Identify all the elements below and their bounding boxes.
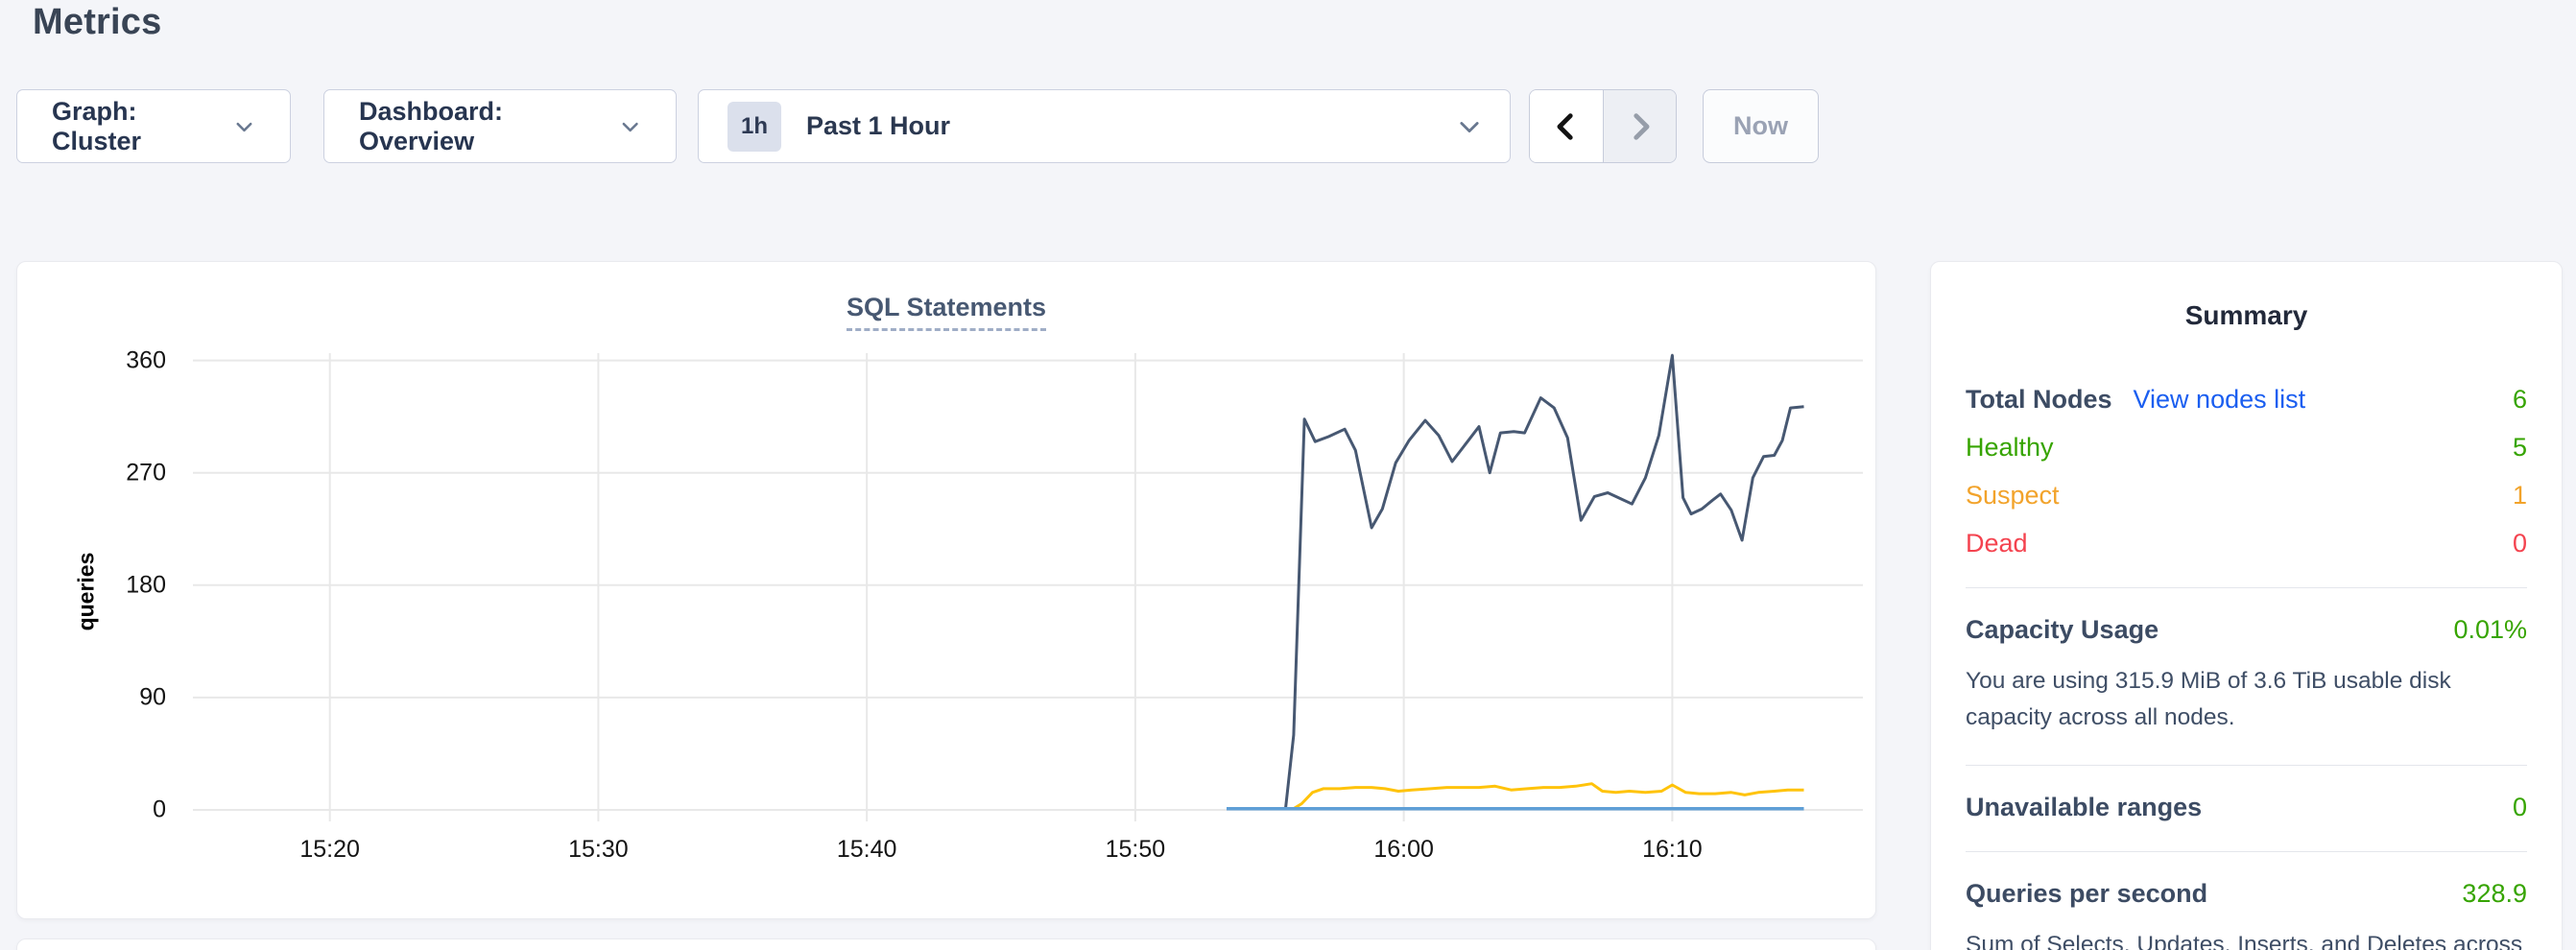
chevron-down-icon [622, 122, 638, 131]
suspect-label: Suspect [1966, 481, 2060, 510]
y-axis-tick-label: 0 [153, 796, 166, 823]
next-chart-card [16, 938, 1876, 950]
time-range-label: Past 1 Hour [806, 111, 951, 140]
healthy-value: 5 [2512, 433, 2527, 462]
x-axis-tick-label: 15:20 [299, 836, 360, 863]
dashboard-dropdown-label: Dashboard: Overview [359, 96, 504, 155]
capacity-usage-label: Capacity Usage [1966, 615, 2159, 644]
dead-nodes-row: Dead 0 [1966, 529, 2527, 558]
graph-dropdown-label: Graph: Cluster [52, 96, 142, 155]
time-step-buttons [1529, 89, 1677, 163]
y-axis-tick-label: 270 [126, 459, 166, 487]
dead-value: 0 [2512, 529, 2527, 558]
y-axis-tick-label: 90 [139, 683, 166, 711]
x-axis-tick-label: 15:40 [836, 836, 897, 863]
total-nodes-value: 6 [2512, 385, 2527, 414]
line-chart-svg[interactable] [193, 345, 1863, 825]
yellow-series [1293, 782, 1804, 810]
chevron-down-icon [236, 122, 252, 131]
total-nodes-row: Total Nodes View nodes list 6 [1966, 385, 2527, 415]
view-nodes-list-link[interactable]: View nodes list [2133, 385, 2306, 414]
toolbar: Graph: Cluster Dashboard: Overview 1h Pa… [16, 89, 1819, 163]
graph-dropdown[interactable]: Graph: Cluster [16, 89, 291, 163]
time-range-selector[interactable]: 1h Past 1 Hour [698, 89, 1511, 163]
dead-label: Dead [1966, 529, 2028, 558]
previous-timespan-button[interactable] [1530, 90, 1603, 162]
x-axis-tick-label: 16:10 [1642, 836, 1703, 863]
unavailable-ranges-row: Unavailable ranges 0 [1966, 793, 2527, 822]
healthy-nodes-row: Healthy 5 [1966, 433, 2527, 463]
suspect-value: 1 [2512, 481, 2527, 510]
dark-slate-series [1284, 353, 1804, 808]
queries-per-second-label: Queries per second [1966, 878, 2208, 908]
capacity-usage-value: 0.01% [2453, 615, 2527, 644]
summary-panel: Summary Total Nodes View nodes list 6 He… [1930, 261, 2563, 950]
page-title: Metrics [33, 2, 162, 42]
total-nodes-label: Total Nodes [1966, 385, 2112, 414]
chevron-down-icon [1460, 121, 1479, 132]
sql-statements-chart-card: SQL Statements queries 0 90 180 270 360 15:20… [16, 261, 1876, 919]
y-axis-tick-label: 360 [126, 346, 166, 374]
x-axis-tick-label: 16:00 [1373, 836, 1434, 863]
chart-title[interactable]: SQL Statements [846, 293, 1047, 331]
chevron-right-icon [1633, 112, 1649, 140]
capacity-usage-row: Capacity Usage 0.01% [1966, 615, 2527, 645]
capacity-usage-description: You are using 315.9 MiB of 3.6 TiB usabl… [1966, 668, 2451, 730]
divider [1966, 850, 2527, 852]
summary-title: Summary [2184, 300, 2308, 330]
queries-per-second-row: Queries per second 328.9 [1966, 879, 2527, 909]
x-axis-tick-label: 15:30 [568, 836, 629, 863]
divider [1966, 587, 2527, 588]
dashboard-dropdown[interactable]: Dashboard: Overview [323, 89, 677, 163]
unavailable-ranges-label: Unavailable ranges [1966, 792, 2203, 821]
chevron-left-icon [1557, 112, 1573, 140]
now-button[interactable]: Now [1703, 89, 1819, 163]
next-timespan-button[interactable] [1603, 90, 1676, 162]
y-axis-tick-label: 180 [126, 571, 166, 599]
unavailable-ranges-value: 0 [2512, 792, 2527, 821]
healthy-label: Healthy [1966, 433, 2054, 462]
divider [1966, 764, 2527, 766]
queries-per-second-value: 328.9 [2462, 878, 2527, 908]
time-range-badge: 1h [727, 101, 781, 152]
x-axis-tick-label: 15:50 [1105, 836, 1166, 863]
queries-per-second-description: Sum of Selects, Updates, Inserts, and De… [1966, 931, 2523, 950]
suspect-nodes-row: Suspect 1 [1966, 481, 2527, 511]
